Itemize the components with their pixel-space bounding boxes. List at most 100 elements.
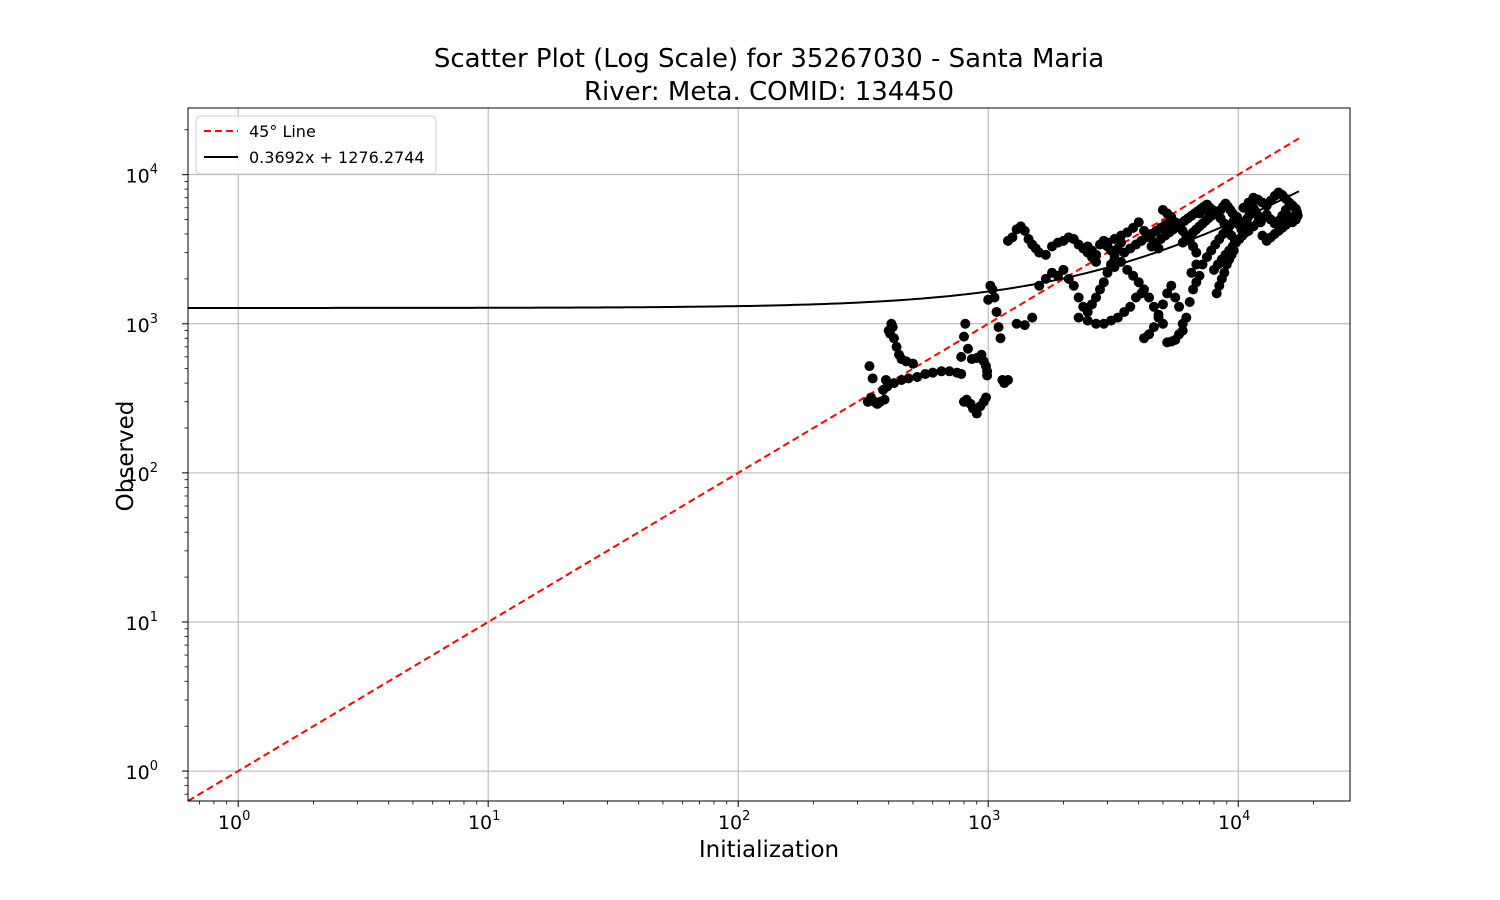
scatter-point <box>956 369 967 380</box>
scatter-point <box>1162 288 1173 299</box>
scatter-point <box>1191 247 1202 258</box>
scatter-point <box>1228 245 1239 256</box>
scatter-point <box>1102 267 1113 278</box>
legend-box <box>195 115 437 175</box>
scatter-point <box>1091 318 1102 329</box>
scatter-point <box>1170 292 1181 303</box>
scatter-point <box>1181 312 1192 323</box>
scatter-point <box>1166 280 1177 291</box>
scatter-point <box>987 284 998 295</box>
identity-line <box>188 137 1300 801</box>
scatter-point <box>1133 277 1144 288</box>
y-tick-label: 100 <box>126 759 158 784</box>
scatter-point <box>1144 292 1155 303</box>
legend: 45° Line 0.3692x + 1276.2744 <box>195 115 437 175</box>
scatter-point <box>1186 267 1197 278</box>
scatter-point <box>1194 270 1205 281</box>
scatter-point <box>1144 329 1155 340</box>
scatter-point <box>1098 277 1109 288</box>
scatter-point <box>1206 210 1217 221</box>
scatter-point <box>1019 320 1030 331</box>
legend-label-fit: 0.3692x + 1276.2744 <box>249 148 425 167</box>
scatter-point <box>927 367 938 378</box>
scatter-point <box>991 306 1002 317</box>
y-tick-label: 103 <box>126 312 158 337</box>
scatter-point <box>1091 292 1102 303</box>
scatter-point <box>989 292 1000 303</box>
scatter-point <box>958 331 969 342</box>
scatter-point <box>1116 256 1127 267</box>
plot-frame <box>187 107 1351 802</box>
scatter-point <box>1191 259 1202 270</box>
scatter-point <box>1116 237 1127 248</box>
scatter-point <box>1157 318 1168 329</box>
scatter-point <box>903 373 914 384</box>
scatter-point <box>889 378 899 389</box>
scatter-point <box>1177 325 1188 336</box>
scatter-point <box>1184 296 1195 307</box>
scatter-point <box>1091 256 1102 267</box>
scatter-point <box>1148 301 1159 312</box>
scatter-point <box>1040 273 1051 284</box>
scatter-point <box>887 322 898 333</box>
x-tick-labels: 100 101 102 103 104 <box>218 809 1251 834</box>
scatter-point <box>993 322 1004 333</box>
scatter-point <box>867 373 878 384</box>
scatter-point <box>1063 273 1074 284</box>
scatter-point <box>1040 249 1051 260</box>
scatter-point <box>1007 232 1018 243</box>
scatter-point <box>956 351 967 362</box>
x-tick-label: 103 <box>968 809 1000 834</box>
legend-label-identity: 45° Line <box>249 122 316 141</box>
scatter-point <box>1019 225 1030 236</box>
minor-ticks <box>184 129 1314 805</box>
scatter-point <box>1174 301 1185 312</box>
scatter-point <box>1082 241 1093 252</box>
scatter-point <box>1058 264 1069 275</box>
major-ticks <box>182 174 1239 807</box>
scatter-point <box>907 358 918 369</box>
scatter-point <box>889 333 899 344</box>
scatter-point <box>1164 217 1175 228</box>
scatter-points <box>862 187 1303 419</box>
scatter-point <box>1011 318 1022 329</box>
scatter-point <box>864 361 875 372</box>
scatter-point <box>1257 230 1268 241</box>
y-axis-label: Observed <box>113 401 139 512</box>
scatter-point <box>1211 288 1222 299</box>
scatter-point <box>1082 315 1093 326</box>
scatter-point <box>1280 204 1291 215</box>
scatter-point <box>1255 217 1266 228</box>
scatter-point <box>1068 280 1079 291</box>
scatter-point <box>1073 312 1084 323</box>
scatter-point <box>944 366 955 377</box>
scatter-point <box>879 394 890 405</box>
scatter-point <box>960 318 971 329</box>
scatter-point <box>1128 270 1139 281</box>
chart-title-line1: Scatter Plot (Log Scale) for 35267030 - … <box>434 44 1104 74</box>
x-tick-label: 102 <box>718 809 750 834</box>
scatter-point <box>981 392 991 403</box>
scatter-point <box>1125 301 1136 312</box>
y-tick-label: 101 <box>126 610 158 635</box>
x-axis-label: Initialization <box>699 837 839 863</box>
scatter-point <box>1139 284 1150 295</box>
scatter-point <box>912 371 923 382</box>
scatter-point <box>1157 299 1168 310</box>
scatter-point <box>920 369 931 380</box>
scatter-point <box>1002 374 1013 385</box>
y-tick-labels: 100 101 102 103 104 <box>126 163 158 784</box>
scatter-point <box>1214 280 1225 291</box>
scatter-point <box>1290 209 1301 220</box>
x-tick-label: 104 <box>1218 809 1250 834</box>
scatter-point <box>891 341 902 352</box>
scatter-point <box>1073 292 1084 303</box>
scatter-point <box>1133 217 1144 228</box>
scatter-point <box>1027 312 1038 323</box>
x-tick-label: 100 <box>218 809 250 834</box>
chart-title-line2: River: Meta. COMID: 134450 <box>584 77 954 107</box>
y-tick-label: 102 <box>126 461 158 486</box>
scatter-point <box>1153 309 1164 320</box>
scatter-point <box>1034 280 1045 291</box>
